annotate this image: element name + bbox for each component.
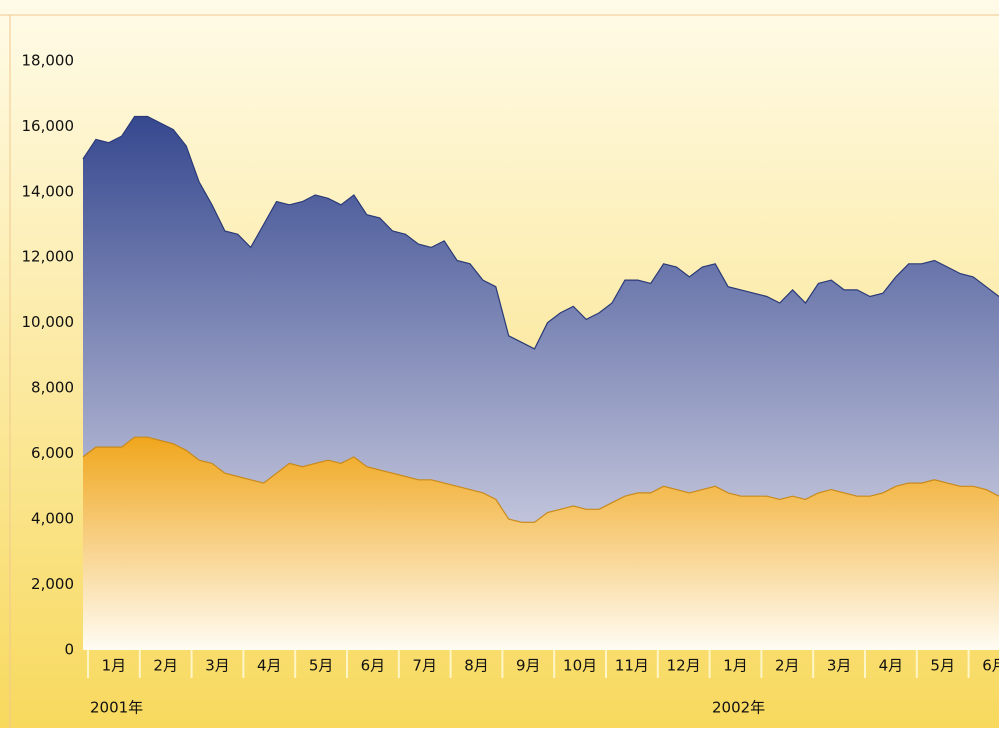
- x-tick-label: 7月: [412, 657, 437, 675]
- x-tick-label: 2月: [153, 657, 178, 675]
- x-tick-label: 5月: [309, 657, 334, 675]
- year-label: 2002年: [712, 699, 765, 717]
- y-tick-label: 12,000: [22, 248, 75, 266]
- line: [82, 436, 999, 523]
- year-label: 2001年: [90, 699, 143, 717]
- x-tick-label: 6月: [982, 657, 999, 675]
- x-tick-label: 4月: [879, 657, 904, 675]
- y-tick-label: 6,000: [31, 444, 74, 462]
- x-tick-label: 12月: [667, 657, 701, 675]
- x-tick-label: 3月: [205, 657, 230, 675]
- y-tick-label: 10,000: [22, 313, 75, 331]
- x-tick-label: 2月: [775, 657, 800, 675]
- x-tick-label: 3月: [827, 657, 852, 675]
- y-tick-label: 8,000: [31, 379, 74, 397]
- y-tick-label: 4,000: [31, 510, 74, 528]
- y-tick-label: 0: [64, 641, 74, 659]
- x-tick-label: 9月: [516, 657, 541, 675]
- x-tick-label: 8月: [464, 657, 489, 675]
- y-tick-label: 18,000: [22, 51, 75, 69]
- x-tick-label: 4月: [257, 657, 282, 675]
- area: [83, 437, 999, 650]
- x-tick-label: 10月: [563, 657, 597, 675]
- x-tick-label: 1月: [723, 657, 748, 675]
- x-tick-label: 6月: [361, 657, 386, 675]
- x-tick-label: 11月: [615, 657, 649, 675]
- x-tick-label: 1月: [102, 657, 127, 675]
- line: [82, 115, 999, 350]
- y-tick-label: 2,000: [31, 575, 74, 593]
- y-tick-label: 16,000: [22, 117, 75, 135]
- y-tick-label: 14,000: [22, 182, 75, 200]
- x-tick-label: 5月: [930, 657, 955, 675]
